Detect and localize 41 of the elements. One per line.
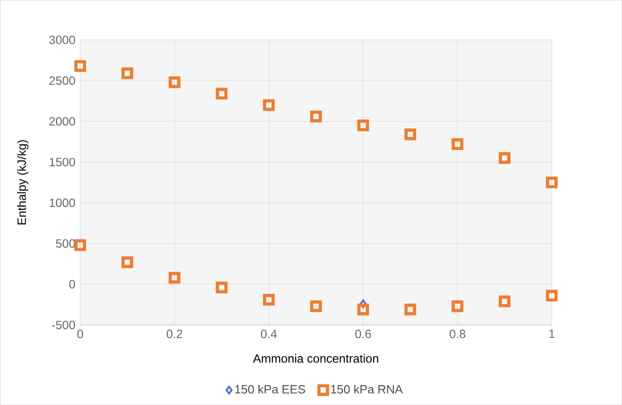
point (404, 128, 416, 140)
point (168, 272, 180, 284)
x-tick-label: 0.4 (260, 330, 277, 338)
y-tick-label: 2500 (49, 76, 76, 85)
point (216, 88, 228, 100)
point (357, 304, 370, 316)
x-tick-label: 0 (77, 330, 84, 338)
y-tick-label: 500 (56, 239, 76, 248)
point (546, 290, 558, 302)
point (74, 60, 86, 72)
x-tick-label: 0.8 (450, 330, 466, 338)
point (121, 256, 134, 268)
point (546, 176, 558, 188)
point (360, 299, 367, 308)
y-tick-label: 2000 (49, 117, 76, 126)
x-axis-title: Ammonia concentration (253, 354, 378, 363)
point (310, 110, 322, 122)
y-tick-label: 1500 (50, 158, 76, 166)
point (262, 294, 275, 306)
legend-label: 150 kPa EES (235, 384, 306, 394)
y-tick-label: 3000 (49, 36, 76, 44)
point (357, 119, 370, 132)
point (216, 282, 228, 294)
y-tick-label: 0 (69, 280, 76, 288)
point (168, 76, 180, 88)
point (121, 67, 134, 80)
x-tick-label: 0.6 (355, 330, 371, 338)
point (498, 295, 510, 308)
point (498, 152, 510, 164)
point (404, 304, 416, 316)
x-tick-label: 0.2 (166, 330, 182, 338)
y-axis-title: Enthalpy (kJ/kg) (17, 140, 28, 224)
y-tick-label: -500 (52, 320, 76, 330)
legend-label: 150 kPa RNA (331, 384, 403, 394)
x-tick-label: 1 (549, 330, 555, 338)
point (74, 239, 86, 251)
y-tick-label: 1000 (50, 198, 76, 207)
point (310, 300, 322, 312)
point (452, 300, 464, 312)
point (262, 99, 275, 111)
point (452, 138, 464, 150)
